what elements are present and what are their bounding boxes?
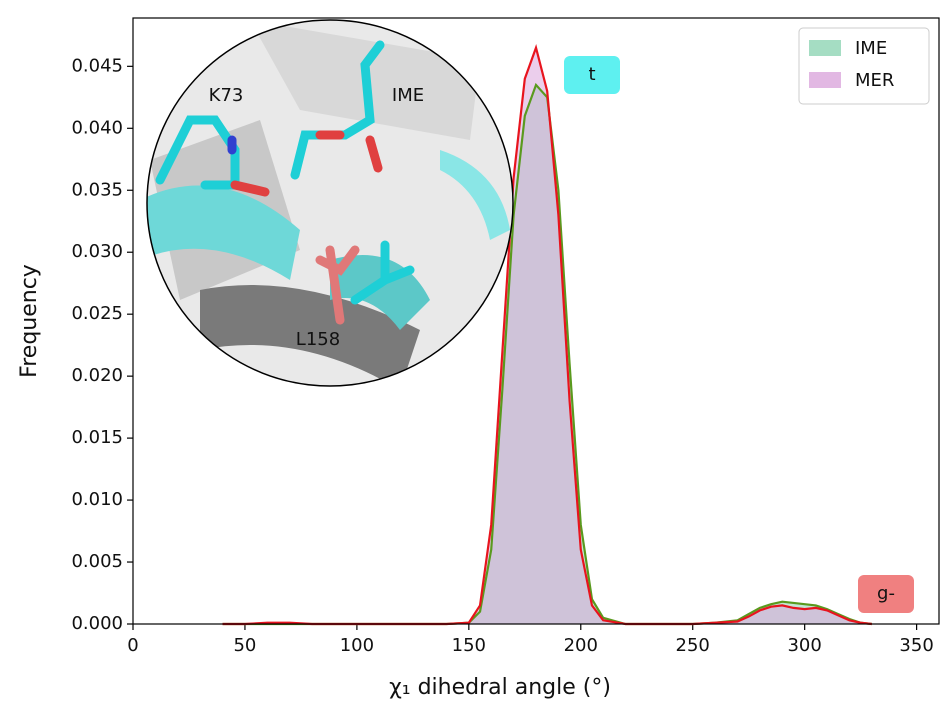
annotation: g- [877,583,895,604]
y-tick-label: 0.000 [71,613,123,634]
chart: χ₁ dihedral angle (°) Frequency 0.000 0.0… [0,0,944,704]
x-tick-label: 300 [787,635,821,656]
y-tick-label: 0.030 [71,241,123,262]
legend-label: MER [855,70,894,91]
legend-swatch [809,40,841,56]
legend-swatch [809,72,841,88]
x-tick-label: 0 [127,635,138,656]
y-tick-label: 0.025 [71,303,123,324]
y-axis-label: Frequency [17,264,42,378]
x-tick-label: 200 [564,635,598,656]
y-tick-label: 0.010 [71,489,123,510]
y-tick-label: 0.045 [71,55,123,76]
y-tick-label: 0.020 [71,365,123,386]
x-tick-label: 350 [899,635,933,656]
inset-label: L158 [296,329,340,350]
annotation: t [588,64,595,85]
inset-image: K73 IME L158 [140,20,513,390]
x-tick-label: 250 [676,635,710,656]
inset-label: K73 [209,85,244,106]
inset-label: IME [392,85,424,106]
y-tick-label: 0.015 [71,427,123,448]
y-tick-label: 0.035 [71,179,123,200]
x-tick-label: 50 [233,635,256,656]
x-tick-label: 150 [452,635,486,656]
y-tick-label: 0.040 [71,117,123,138]
x-axis-label: χ₁ dihedral angle (°) [389,675,611,700]
x-tick-label: 100 [340,635,374,656]
legend-label: IME [855,38,887,59]
y-tick-label: 0.005 [71,551,123,572]
